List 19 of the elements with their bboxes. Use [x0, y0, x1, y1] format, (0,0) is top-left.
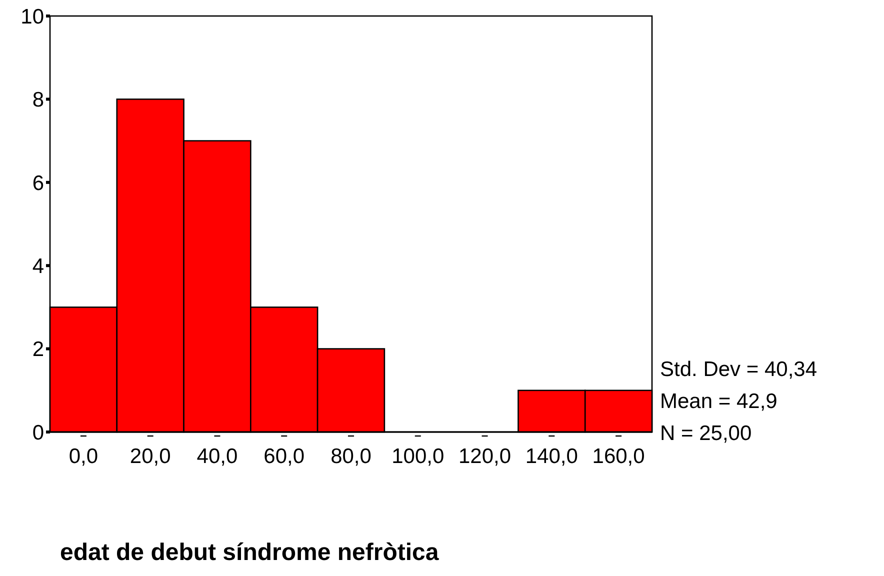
y-tick-label: 0	[32, 421, 44, 444]
y-tick-label: 10	[20, 5, 44, 28]
x-tick-label: 60,0	[264, 445, 305, 468]
y-tick-label: 4	[32, 254, 44, 278]
text: Std. Dev = 40,34	[660, 358, 818, 381]
x-tick-label: 40,0	[196, 445, 238, 468]
x-tick-label: 80,0	[330, 445, 372, 468]
x-tick-label: 0,0	[68, 445, 98, 468]
y-tick-label: 6	[32, 172, 44, 195]
text: Mean = 42,9	[660, 390, 778, 413]
x-tick-label: 120,0	[458, 445, 512, 468]
x-tick-label: 100,0	[392, 445, 444, 468]
x-tick-label: 20,0	[130, 445, 171, 468]
y-tick-label: 8	[32, 88, 44, 112]
x-tick-label: 140,0	[525, 445, 578, 468]
x-tick-label: 160,0	[592, 445, 645, 468]
text: N = 25,00	[660, 422, 752, 445]
y-tick-label: 2	[32, 338, 44, 362]
x-axis-title: edat de debut síndrome nefròtica	[60, 539, 440, 566]
